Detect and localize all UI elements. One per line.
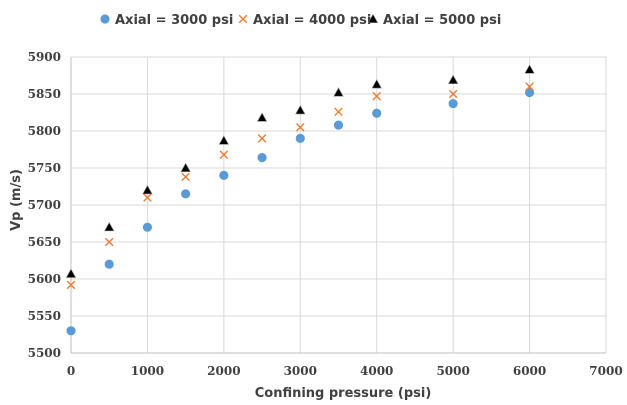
y-tick-label: 5850 [28, 87, 61, 101]
legend-label: Axial = 3000 psi [115, 13, 233, 28]
legend-entry: Axial = 4000 psi [238, 13, 371, 28]
legend-label: Axial = 5000 psi [383, 13, 501, 28]
data-point [181, 172, 190, 182]
y-tick-label: 5500 [28, 346, 61, 360]
data-point [66, 326, 76, 336]
data-point [295, 105, 306, 115]
legend-label: Axial = 4000 psi [253, 13, 371, 28]
legend-marker [238, 14, 248, 24]
data-point [333, 120, 344, 130]
grid [70, 56, 607, 354]
data-point [334, 107, 343, 117]
x-tick-label: 0 [67, 364, 75, 378]
data-point [525, 82, 534, 91]
data-point [372, 91, 382, 101]
data-point [180, 162, 191, 172]
data-point [219, 170, 229, 180]
data-point [448, 99, 458, 109]
legend: Axial = 3000 psi Axial = 4000 psi Axial = … [100, 13, 501, 28]
data-point [524, 87, 535, 98]
data-point [143, 193, 152, 202]
y-tick-label: 5650 [28, 235, 61, 249]
data-point [142, 222, 153, 232]
y-tick-label: 5800 [28, 124, 61, 138]
y-tick-label: 5550 [28, 309, 61, 323]
data-point [448, 74, 459, 84]
x-tick-label: 6000 [513, 364, 546, 378]
data-point [524, 64, 535, 74]
x-tick-label: 3000 [284, 364, 317, 378]
data-point [218, 135, 229, 145]
data-point [371, 79, 382, 89]
series-3 [65, 64, 535, 278]
series-1 [66, 87, 535, 336]
y-tick-label: 5600 [28, 272, 61, 286]
series-markers [65, 64, 535, 336]
data-point [333, 87, 344, 97]
data-point [65, 268, 77, 278]
legend-marker [367, 13, 379, 23]
data-point [66, 280, 76, 290]
x-tick-label: 4000 [360, 364, 393, 378]
y-axis-label: Vp (m/s) [9, 169, 24, 231]
data-point [257, 134, 267, 143]
legend-entry: Axial = 3000 psi [100, 13, 233, 28]
data-point [219, 150, 229, 159]
data-point [104, 259, 114, 269]
y-tick-label: 5900 [28, 50, 61, 64]
x-tick-label: 7000 [589, 364, 622, 378]
legend-entry: Axial = 5000 psi [367, 13, 501, 28]
x-axis-label: Confining pressure (psi) [255, 386, 432, 401]
series-2 [66, 82, 534, 290]
data-point [181, 189, 191, 199]
x-tick-label: 5000 [436, 364, 469, 378]
data-point [104, 237, 114, 247]
data-point [256, 112, 268, 122]
y-tick-label: 5700 [28, 198, 61, 212]
data-point [295, 123, 305, 132]
data-point [448, 89, 458, 99]
x-tick-label: 2000 [207, 364, 240, 378]
data-point [372, 108, 382, 118]
data-point [257, 153, 267, 163]
data-point [295, 133, 305, 143]
x-tick-label: 1000 [131, 364, 164, 378]
axes: 5500 5550 5600 5650 5700 5750 5800 5850 5900 0 100… [28, 50, 623, 378]
data-point [104, 221, 115, 232]
y-tick-label: 5750 [28, 161, 61, 175]
data-point [142, 184, 153, 195]
legend-marker [100, 14, 110, 24]
